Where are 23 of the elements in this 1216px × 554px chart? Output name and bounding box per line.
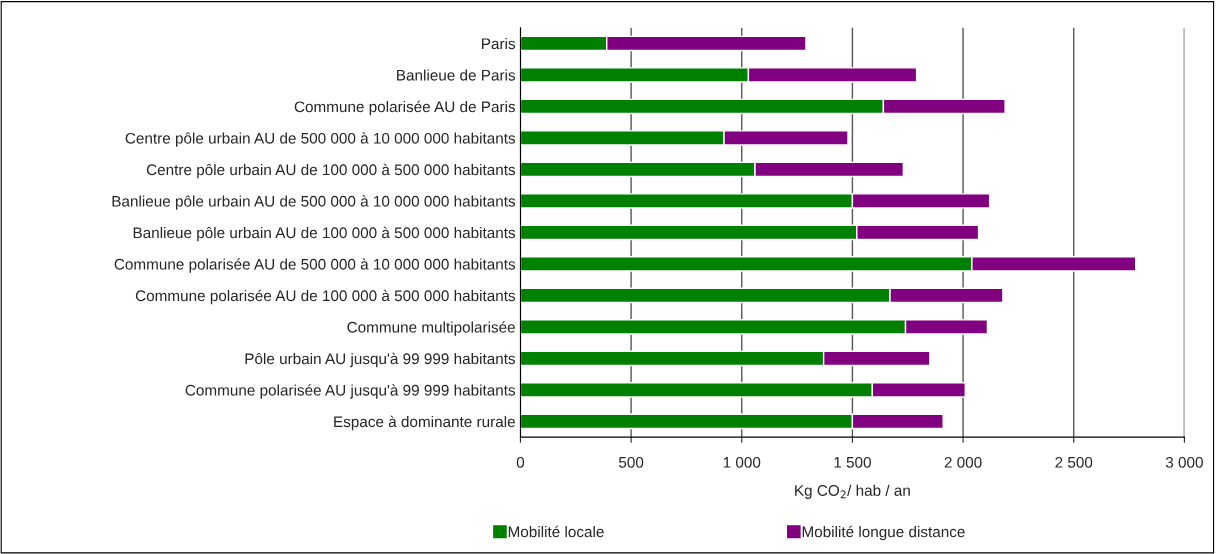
x-tick-label: 1 000 bbox=[723, 456, 761, 468]
y-tick-label: Commune polarisée AU de 100 000 à 500 000 habitants bbox=[135, 289, 516, 305]
y-tick-label: Espace à dominante rurale bbox=[334, 415, 515, 431]
x-tick-label: 2 500 bbox=[1055, 456, 1093, 468]
x-tick-label: 0 bbox=[516, 456, 525, 468]
y-tick-label: Centre pôle urbain AU de 500 000 à 10 000 000 habitants bbox=[125, 132, 516, 147]
y-tick-label: Pôle urbain AU jusqu'à 99 999 habitants bbox=[245, 352, 516, 368]
y-tick-label: Banlieue pôle urbain AU de 100 000 à 500 000 habitants bbox=[133, 226, 516, 242]
y-tick-label: Commune polarisée AU de Paris bbox=[294, 100, 516, 116]
x-tick-label: 500 bbox=[618, 456, 644, 468]
y-tick-label: Paris bbox=[482, 37, 516, 50]
legend-label: Mobilité longue distance bbox=[802, 525, 965, 541]
y-tick-label: Banlieue de Paris bbox=[397, 69, 516, 81]
y-tick-label: Banlieue pôle urbain AU de 500 000 à 10 000 000 habitants bbox=[112, 195, 516, 210]
legend-label: Mobilité locale bbox=[508, 525, 604, 538]
y-tick-label: Commune polarisée AU jusqu'à 99 999 habitants bbox=[185, 384, 516, 399]
x-tick-label: 3 000 bbox=[1165, 456, 1203, 468]
x-axis-title: Kg CO$_{2}$/ hab / an bbox=[795, 484, 910, 499]
x-tick-label: 2 000 bbox=[944, 456, 982, 468]
y-tick-label: Centre pôle urbain AU de 100 000 à 500 000 habitants bbox=[146, 163, 516, 179]
y-tick-label: Commune polarisée AU de 500 000 à 10 000 000 habitants bbox=[114, 258, 516, 273]
y-tick-label: Commune multipolarisée bbox=[347, 321, 515, 336]
x-tick-label: 1 500 bbox=[834, 456, 871, 468]
